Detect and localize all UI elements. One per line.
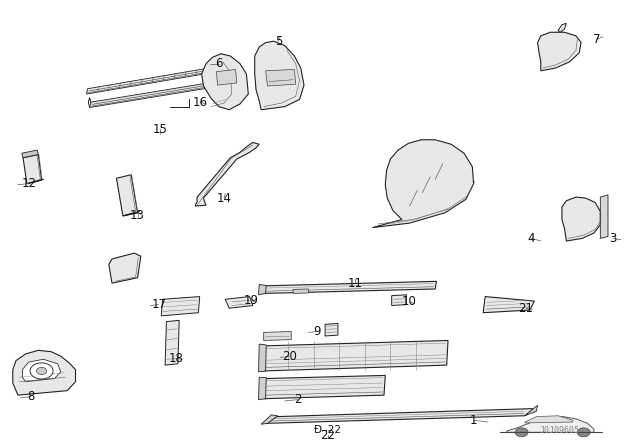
Polygon shape — [161, 297, 200, 316]
Polygon shape — [261, 415, 278, 424]
Text: 10: 10 — [402, 295, 417, 309]
Polygon shape — [600, 195, 608, 238]
Text: 21: 21 — [518, 302, 534, 315]
Text: 1: 1 — [470, 414, 477, 427]
Polygon shape — [325, 323, 338, 336]
Circle shape — [515, 428, 528, 437]
Text: 19: 19 — [243, 293, 259, 307]
Polygon shape — [525, 405, 538, 416]
Text: 2: 2 — [294, 393, 301, 406]
Text: 22: 22 — [320, 429, 335, 442]
Polygon shape — [264, 340, 448, 371]
Polygon shape — [22, 150, 38, 158]
Polygon shape — [22, 359, 61, 382]
Text: 4: 4 — [527, 232, 535, 245]
Polygon shape — [266, 409, 534, 423]
Polygon shape — [165, 320, 179, 365]
Text: 18: 18 — [168, 352, 184, 365]
Polygon shape — [225, 297, 253, 308]
Polygon shape — [562, 197, 600, 241]
Circle shape — [577, 428, 590, 437]
Text: Ð‒22: Ð‒22 — [314, 425, 342, 435]
Text: 11: 11 — [348, 276, 363, 290]
Circle shape — [36, 367, 47, 375]
Polygon shape — [507, 417, 594, 432]
Polygon shape — [293, 289, 308, 293]
Polygon shape — [90, 81, 222, 108]
Polygon shape — [483, 297, 534, 313]
Polygon shape — [372, 140, 474, 228]
Polygon shape — [264, 332, 291, 340]
Polygon shape — [86, 66, 219, 94]
Circle shape — [30, 363, 53, 379]
Polygon shape — [109, 253, 141, 283]
Polygon shape — [259, 344, 266, 372]
Text: 20: 20 — [282, 349, 297, 363]
Polygon shape — [27, 179, 44, 184]
Text: 17: 17 — [151, 298, 166, 311]
Polygon shape — [255, 41, 304, 110]
Polygon shape — [264, 281, 436, 293]
Polygon shape — [123, 211, 140, 216]
Polygon shape — [264, 375, 385, 399]
Polygon shape — [538, 32, 581, 71]
Polygon shape — [202, 54, 248, 110]
Polygon shape — [259, 377, 266, 400]
Polygon shape — [392, 295, 406, 306]
Polygon shape — [525, 416, 573, 423]
Text: 15: 15 — [152, 122, 168, 136]
Polygon shape — [218, 65, 225, 72]
Polygon shape — [259, 284, 266, 295]
Text: 6: 6 — [215, 57, 223, 70]
Text: 5: 5 — [275, 34, 282, 48]
Polygon shape — [266, 69, 296, 86]
Polygon shape — [13, 350, 76, 395]
Polygon shape — [116, 175, 138, 216]
Polygon shape — [23, 155, 42, 184]
Text: 9: 9 — [313, 325, 321, 338]
Text: 3: 3 — [609, 232, 617, 245]
Text: 8: 8 — [27, 390, 35, 403]
Polygon shape — [558, 23, 566, 32]
Text: 14: 14 — [216, 191, 232, 205]
Text: 12: 12 — [21, 177, 36, 190]
Text: 7: 7 — [593, 33, 600, 46]
Polygon shape — [216, 69, 237, 85]
Polygon shape — [221, 78, 229, 86]
Text: 16: 16 — [192, 95, 207, 109]
Text: 13: 13 — [130, 209, 145, 223]
Polygon shape — [195, 142, 259, 206]
Text: J0J09605: J0J09605 — [540, 426, 580, 435]
